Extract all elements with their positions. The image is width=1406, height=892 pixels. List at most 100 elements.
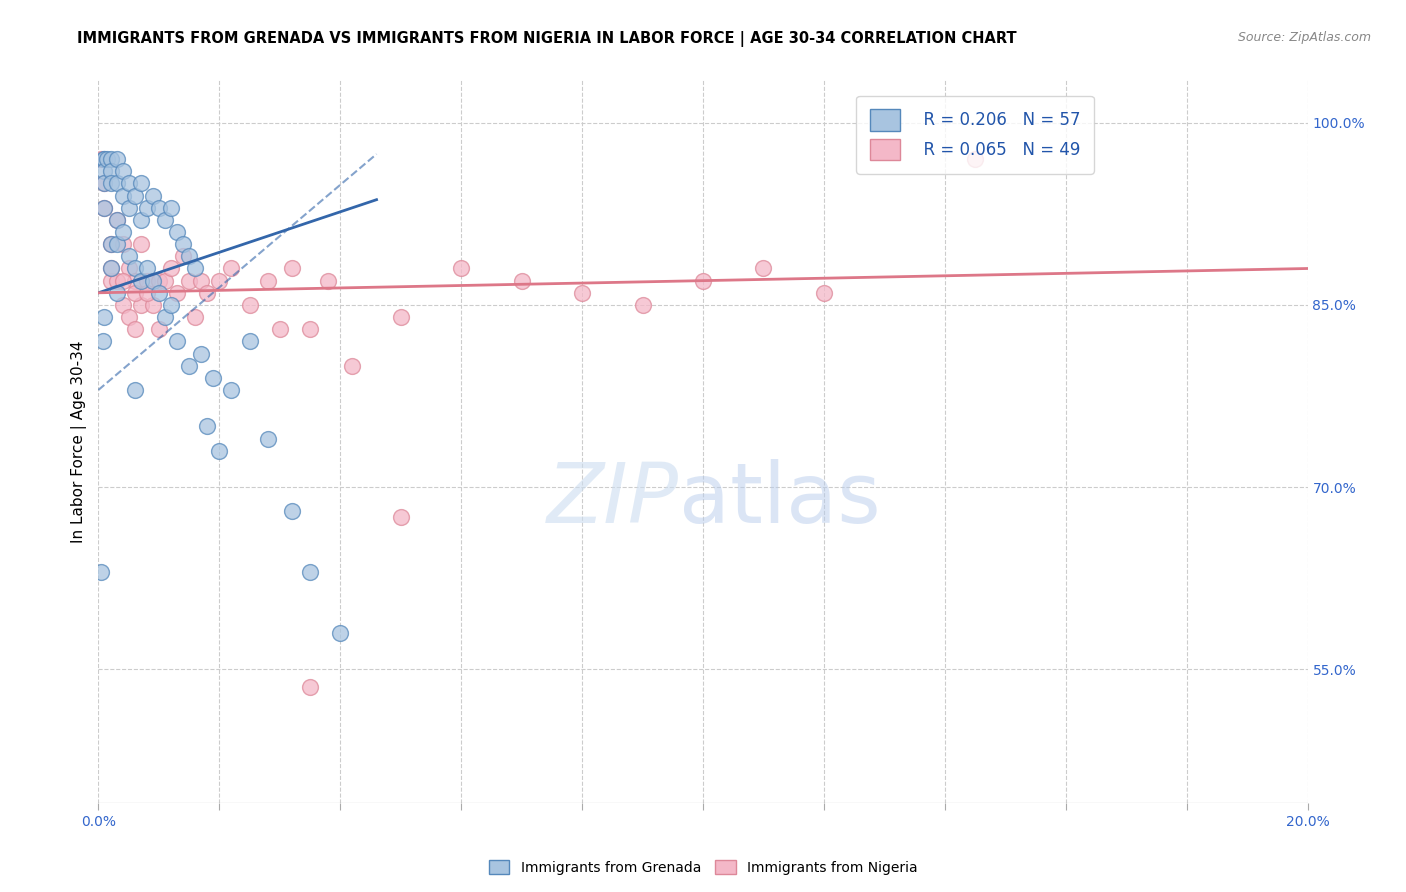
Point: [129, 213, 152, 227]
Point: [105, 152, 128, 166]
Point: [118, 310, 141, 324]
Point: [179, 249, 201, 263]
Point: [142, 274, 165, 288]
Point: [135, 285, 157, 300]
Point: [571, 285, 593, 300]
Point: [299, 322, 322, 336]
Point: [118, 249, 141, 263]
Point: [105, 213, 128, 227]
Point: [389, 310, 412, 324]
Point: [208, 274, 231, 288]
Point: [91, 334, 114, 349]
Point: [450, 261, 472, 276]
Point: [93, 152, 115, 166]
Point: [124, 188, 146, 202]
Point: [316, 274, 339, 288]
Point: [142, 298, 165, 312]
Point: [90, 565, 112, 579]
Point: [239, 334, 262, 349]
Point: [510, 274, 533, 288]
Point: [299, 681, 322, 695]
Point: [153, 274, 176, 288]
Point: [124, 322, 146, 336]
Point: [111, 225, 134, 239]
Point: [256, 274, 278, 288]
Point: [269, 322, 291, 336]
Point: [100, 237, 122, 252]
Point: [96, 152, 118, 166]
Point: [129, 177, 152, 191]
Legend: Immigrants from Grenada, Immigrants from Nigeria: Immigrants from Grenada, Immigrants from…: [484, 855, 922, 880]
Point: [111, 274, 134, 288]
Point: [135, 261, 157, 276]
Point: [111, 237, 134, 252]
Point: [208, 443, 231, 458]
Point: [100, 274, 122, 288]
Point: [631, 298, 654, 312]
Point: [221, 261, 243, 276]
Point: [105, 285, 128, 300]
Point: [281, 504, 304, 518]
Point: [329, 625, 352, 640]
Point: [195, 419, 218, 434]
Point: [692, 274, 714, 288]
Point: [111, 188, 134, 202]
Point: [124, 261, 146, 276]
Point: [179, 359, 201, 373]
Point: [172, 237, 194, 252]
Point: [148, 274, 170, 288]
Point: [100, 152, 122, 166]
Point: [166, 225, 188, 239]
Point: [184, 310, 207, 324]
Point: [118, 177, 141, 191]
Point: [90, 152, 112, 166]
Point: [124, 285, 146, 300]
Point: [93, 177, 115, 191]
Point: [172, 249, 194, 263]
Point: [148, 201, 170, 215]
Point: [118, 261, 141, 276]
Point: [813, 285, 835, 300]
Text: Source: ZipAtlas.com: Source: ZipAtlas.com: [1237, 31, 1371, 45]
Y-axis label: In Labor Force | Age 30-34: In Labor Force | Age 30-34: [72, 340, 87, 543]
Point: [148, 285, 170, 300]
Point: [195, 285, 218, 300]
Point: [135, 201, 157, 215]
Point: [160, 298, 183, 312]
Point: [256, 432, 278, 446]
Text: atlas: atlas: [679, 458, 880, 540]
Point: [100, 261, 122, 276]
Point: [105, 237, 128, 252]
Point: [93, 152, 115, 166]
Point: [105, 274, 128, 288]
Point: [190, 274, 212, 288]
Point: [752, 261, 775, 276]
Point: [100, 164, 122, 178]
Point: [153, 310, 176, 324]
Text: ZIP: ZIP: [547, 458, 679, 540]
Point: [239, 298, 262, 312]
Point: [100, 261, 122, 276]
Point: [129, 274, 152, 288]
Point: [129, 237, 152, 252]
Text: IMMIGRANTS FROM GRENADA VS IMMIGRANTS FROM NIGERIA IN LABOR FORCE | AGE 30-34 CO: IMMIGRANTS FROM GRENADA VS IMMIGRANTS FR…: [77, 31, 1017, 47]
Point: [93, 164, 115, 178]
Point: [965, 152, 987, 166]
Legend:   R = 0.206   N = 57,   R = 0.065   N = 49: R = 0.206 N = 57, R = 0.065 N = 49: [856, 95, 1094, 174]
Point: [389, 510, 412, 524]
Point: [190, 346, 212, 360]
Point: [129, 298, 152, 312]
Point: [281, 261, 304, 276]
Point: [111, 298, 134, 312]
Point: [93, 201, 115, 215]
Point: [160, 201, 183, 215]
Point: [153, 213, 176, 227]
Point: [342, 359, 364, 373]
Point: [105, 213, 128, 227]
Point: [148, 322, 170, 336]
Point: [135, 274, 157, 288]
Point: [184, 261, 207, 276]
Point: [93, 201, 115, 215]
Point: [166, 285, 188, 300]
Point: [142, 188, 165, 202]
